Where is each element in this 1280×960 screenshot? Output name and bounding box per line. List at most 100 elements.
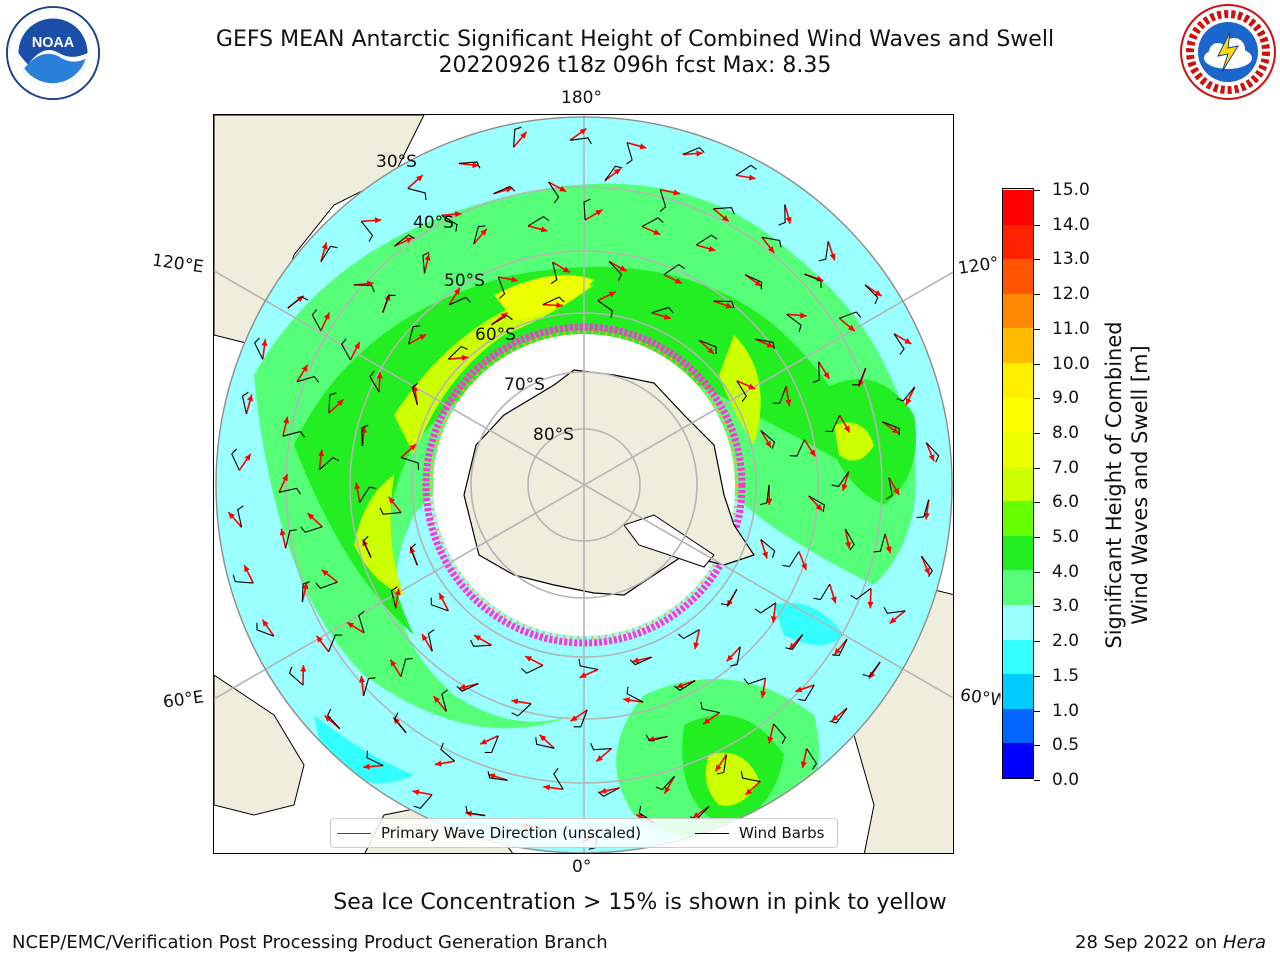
wave-arrowhead <box>474 635 482 642</box>
wind-barb <box>550 262 558 285</box>
wind-barb <box>366 750 384 767</box>
colorbar-tick-label: 8.0 <box>1052 422 1080 443</box>
wave-arrowhead <box>795 686 803 693</box>
wind-barb <box>921 555 933 577</box>
wind-barb <box>570 137 592 145</box>
wind-barb <box>527 215 550 227</box>
lon-label-120e: 120°E <box>150 250 205 278</box>
lat-label-40s: 40°S <box>413 213 454 233</box>
wave-arrowhead <box>785 216 792 224</box>
wind-barb <box>448 296 471 306</box>
colorbar-tick <box>1034 606 1040 608</box>
wind-barb <box>447 345 468 360</box>
wave-arrowhead <box>525 656 533 662</box>
wind-barb <box>369 370 380 393</box>
wind-barb <box>651 306 674 314</box>
wind-barb <box>597 300 614 318</box>
colorbar-band <box>1003 293 1033 329</box>
wave-arrowhead <box>727 599 733 607</box>
wind-barb <box>896 386 916 402</box>
wind-barb <box>829 707 848 724</box>
wind-barb <box>287 296 309 309</box>
colorbar-tick-label: 5.0 <box>1052 527 1080 548</box>
lon-label-180: 180° <box>561 88 602 108</box>
credit-date-text: 28 Sep 2022 on <box>1075 932 1223 953</box>
wind-barb <box>361 424 369 446</box>
wind-barb <box>422 251 430 274</box>
colorbar-band <box>1003 535 1033 571</box>
wave-arrowhead <box>608 291 616 298</box>
wind-barb <box>789 439 805 457</box>
wind-barb <box>645 734 668 742</box>
colorbar-tick-label: 9.0 <box>1052 388 1080 409</box>
nws-logo-icon <box>1180 4 1276 100</box>
wave-arrowhead <box>570 715 578 722</box>
wave-arrowhead <box>439 593 445 601</box>
sea-ice-margin <box>429 330 739 640</box>
wind-barb <box>487 771 508 781</box>
wave-arrowhead <box>789 642 796 650</box>
wave-arrowhead <box>599 787 607 794</box>
wind-barb <box>427 629 435 652</box>
wind-barb <box>441 689 448 712</box>
wind-barb <box>759 484 770 506</box>
wind-barb <box>663 263 685 276</box>
wind-barb <box>363 677 376 696</box>
wave-arrowhead <box>801 563 807 571</box>
colorbar-label: Significant Height of Combined Wind Wave… <box>1101 245 1153 725</box>
wind-barb <box>885 477 893 500</box>
wind-barb <box>320 245 338 262</box>
colorbar-tick-label: 14.0 <box>1052 214 1090 235</box>
vector-layer <box>227 126 940 850</box>
wave-arrowhead <box>692 812 700 819</box>
wind-barb <box>341 338 351 361</box>
legend-swatch-wave <box>337 833 371 834</box>
wind-barb <box>785 634 804 651</box>
wind-barb <box>674 680 696 691</box>
wind-barb <box>473 225 486 245</box>
wave-arrowhead <box>762 551 768 559</box>
wave-arrowhead <box>889 616 897 624</box>
colorbar-band <box>1003 604 1033 640</box>
wave-arrowhead <box>809 449 816 457</box>
colorbar-band <box>1003 431 1033 467</box>
legend-entry-wave: Primary Wave Direction (unscaled) <box>337 824 641 842</box>
wind-barb <box>553 768 564 790</box>
legend-label-wind: Wind Barbs <box>739 824 825 842</box>
wind-barb <box>786 313 802 333</box>
colorbar-tick <box>1034 502 1040 504</box>
wind-barb <box>358 610 365 633</box>
colorbar-tick <box>1034 571 1040 573</box>
wave-arrowhead <box>472 161 479 169</box>
legend-swatch-wind <box>695 833 729 834</box>
wind-barb <box>382 294 396 313</box>
credit-date: 28 Sep 2022 on Hera <box>1075 932 1266 953</box>
wind-barb <box>754 602 776 614</box>
wind-barb <box>798 684 815 702</box>
wind-barb <box>641 217 664 227</box>
wave-arrowhead <box>721 215 729 222</box>
wind-barb <box>716 754 728 775</box>
colorbar-tick <box>1034 224 1040 226</box>
wind-barb <box>300 526 323 533</box>
wave-arrowhead <box>632 657 639 664</box>
wave-arrowhead <box>613 168 621 175</box>
colorbar-tick <box>1034 745 1040 747</box>
wind-barb <box>430 597 449 612</box>
wave-arrowhead <box>674 277 682 284</box>
wave-arrowhead <box>556 302 563 309</box>
wave-arrowhead <box>244 565 250 573</box>
wave-arrowhead <box>405 237 413 244</box>
wave-arrowhead <box>924 567 930 575</box>
colorbar-band <box>1003 742 1033 778</box>
wave-arrowhead <box>800 761 807 769</box>
wave-arrowhead <box>374 217 382 224</box>
wave-arrowhead <box>424 253 431 261</box>
wave-arrowhead <box>867 601 874 609</box>
wind-barb <box>655 775 675 791</box>
wind-barb <box>282 430 305 438</box>
wave-arrowhead <box>461 354 469 361</box>
wind-barb <box>237 505 244 528</box>
wave-arrowhead <box>336 399 344 406</box>
wave-arrowhead <box>893 487 900 495</box>
